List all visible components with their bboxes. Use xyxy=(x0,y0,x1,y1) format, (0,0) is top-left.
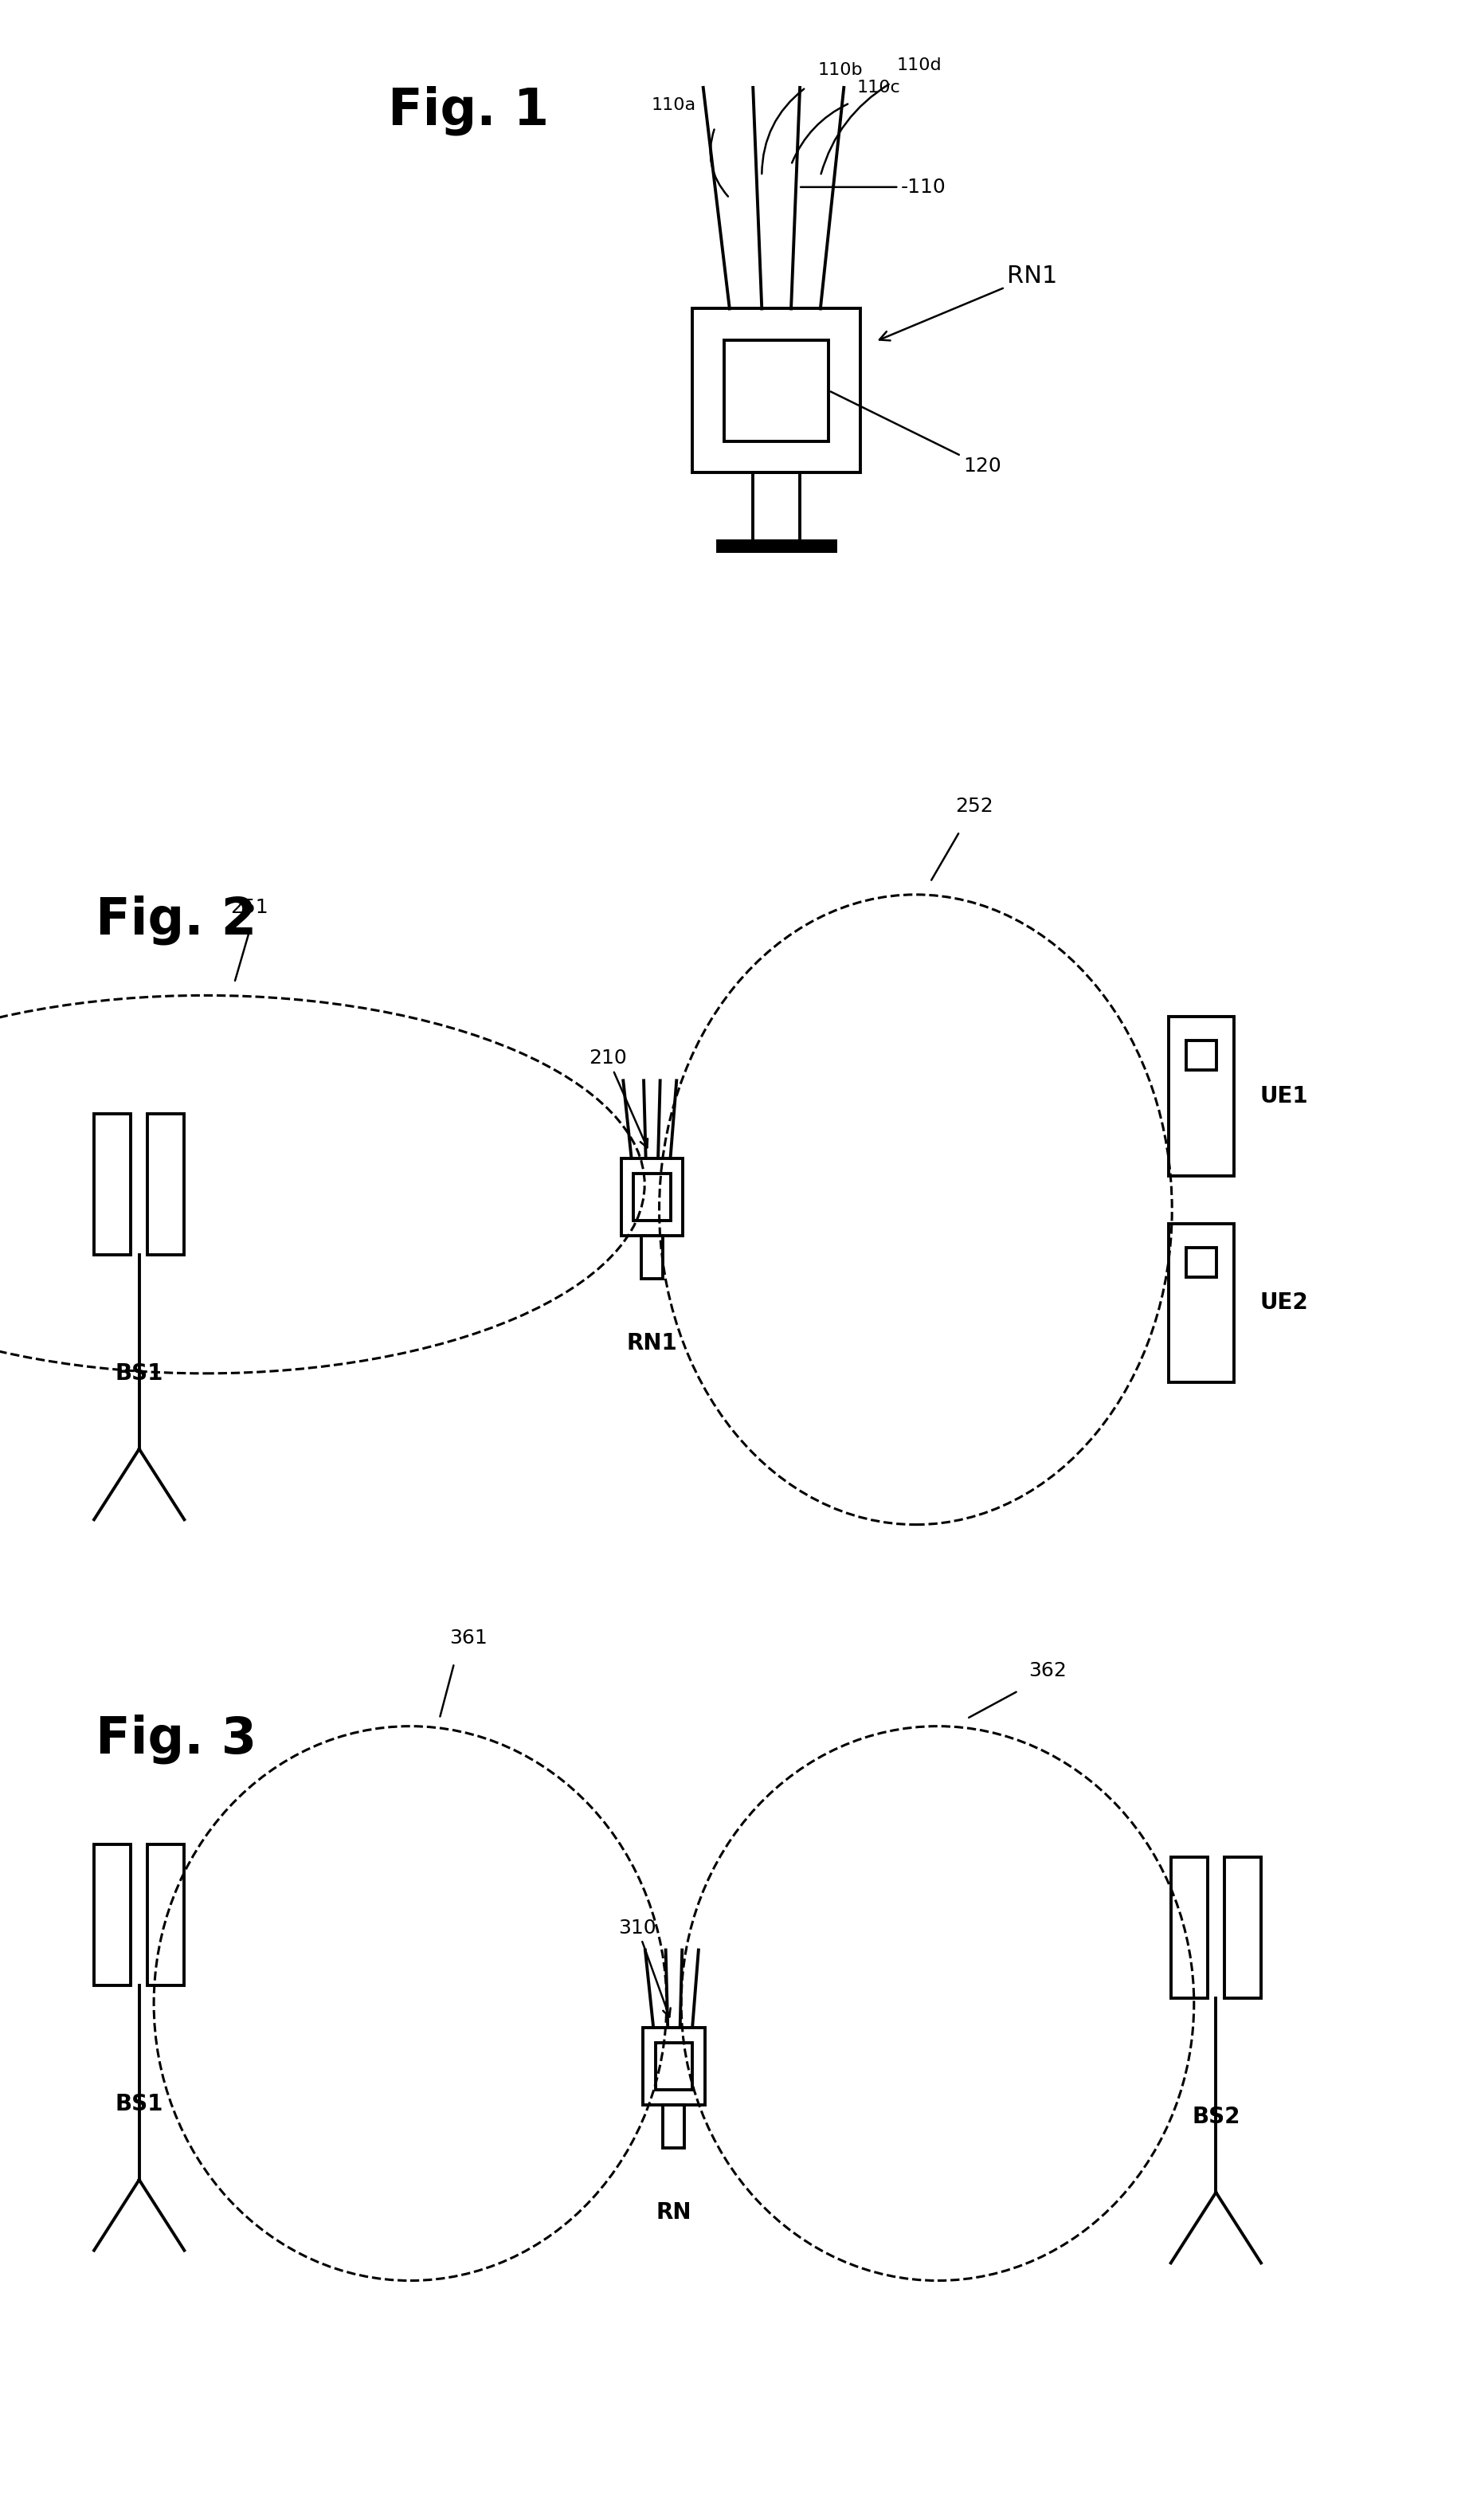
Bar xyxy=(642,1235,662,1278)
Bar xyxy=(148,1114,185,1255)
Text: -110: -110 xyxy=(801,176,946,197)
Bar xyxy=(1169,1222,1234,1381)
Text: Fig. 1: Fig. 1 xyxy=(388,86,549,136)
Bar xyxy=(148,1845,185,1986)
Text: 210: 210 xyxy=(589,1048,648,1147)
Text: 361: 361 xyxy=(450,1628,488,1648)
Bar xyxy=(753,471,800,542)
Bar xyxy=(691,307,860,471)
Bar xyxy=(1187,1247,1216,1278)
Bar xyxy=(1225,1857,1261,1998)
Text: BS2: BS2 xyxy=(1193,2107,1239,2127)
Text: 110a: 110a xyxy=(650,98,696,113)
Text: 110b: 110b xyxy=(817,63,863,78)
Text: 110c: 110c xyxy=(857,81,901,96)
Text: UE2: UE2 xyxy=(1260,1293,1308,1313)
Bar xyxy=(633,1174,671,1220)
Text: RN: RN xyxy=(656,2202,691,2223)
Text: Fig. 2: Fig. 2 xyxy=(95,895,256,945)
Text: 110d: 110d xyxy=(897,58,942,73)
Text: RN1: RN1 xyxy=(627,1333,677,1353)
Bar xyxy=(1187,1041,1216,1071)
Bar xyxy=(718,542,835,552)
Bar xyxy=(1169,1016,1234,1174)
Text: 120: 120 xyxy=(831,391,1001,476)
Bar xyxy=(724,340,829,441)
Text: Fig. 3: Fig. 3 xyxy=(95,1714,256,1764)
Text: 251: 251 xyxy=(230,897,268,917)
Bar xyxy=(655,2044,693,2089)
Text: BS1: BS1 xyxy=(116,1363,163,1383)
Bar xyxy=(664,2104,684,2147)
Text: RN1: RN1 xyxy=(879,265,1058,340)
Bar xyxy=(1171,1857,1207,1998)
Text: 310: 310 xyxy=(618,1918,671,2016)
Text: BS1: BS1 xyxy=(116,2094,163,2114)
Text: 252: 252 xyxy=(955,796,993,816)
Bar xyxy=(94,1114,130,1255)
Text: 362: 362 xyxy=(1028,1661,1067,1681)
Bar xyxy=(621,1159,683,1235)
Text: UE1: UE1 xyxy=(1260,1086,1308,1106)
Bar xyxy=(643,2029,705,2104)
Bar xyxy=(94,1845,130,1986)
